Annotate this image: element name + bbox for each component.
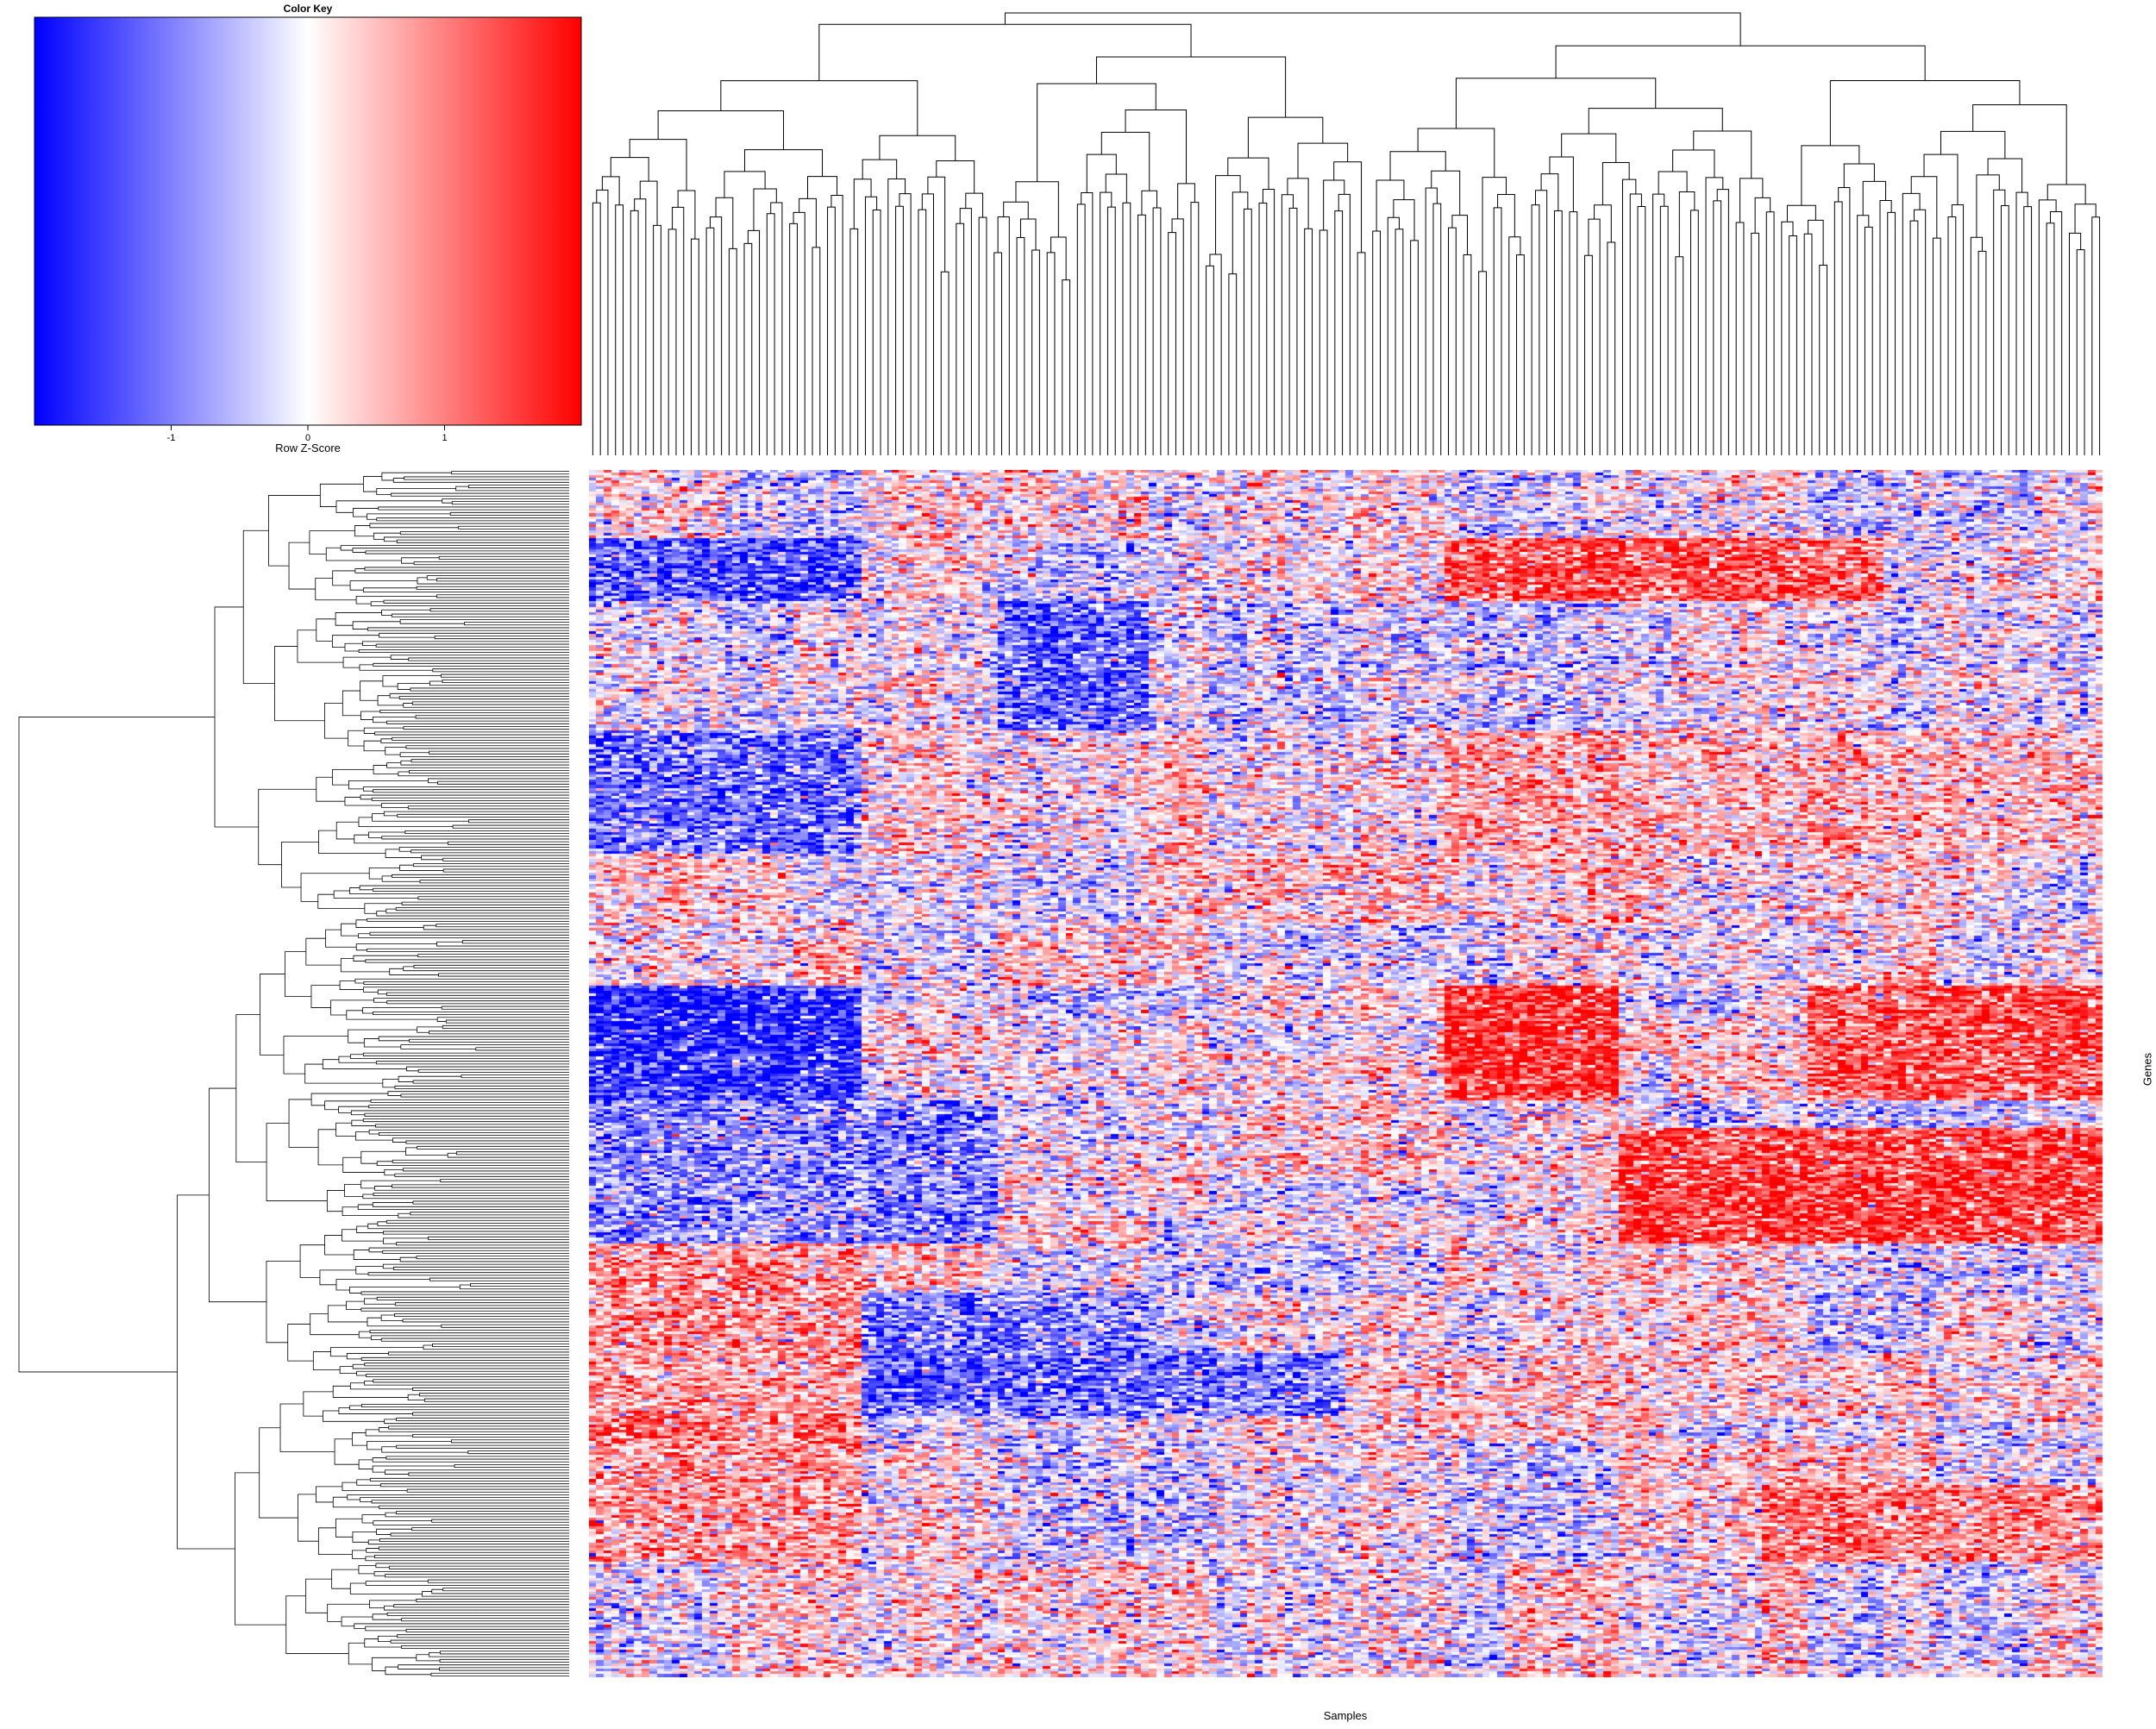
color-key-title: Color Key [283, 3, 333, 15]
color-key [34, 16, 582, 430]
row-dendrogram-branches [18, 471, 569, 1676]
x-axis-label: Samples [1323, 1709, 1368, 1722]
row-dendrogram [18, 471, 569, 1676]
column-dendrogram-branches [592, 12, 2101, 455]
color-key-axis-label: Row Z-Score [275, 442, 341, 454]
color-key-tick-label: 0 [304, 433, 311, 443]
y-axis-label: Genes [2140, 1052, 2154, 1087]
heatmap-matrix [589, 470, 2103, 1677]
column-dendrogram [592, 12, 2101, 455]
color-key-tick-label: -1 [166, 433, 176, 443]
color-key-gradient [34, 16, 582, 426]
color-key-tick-label: 1 [442, 433, 448, 443]
